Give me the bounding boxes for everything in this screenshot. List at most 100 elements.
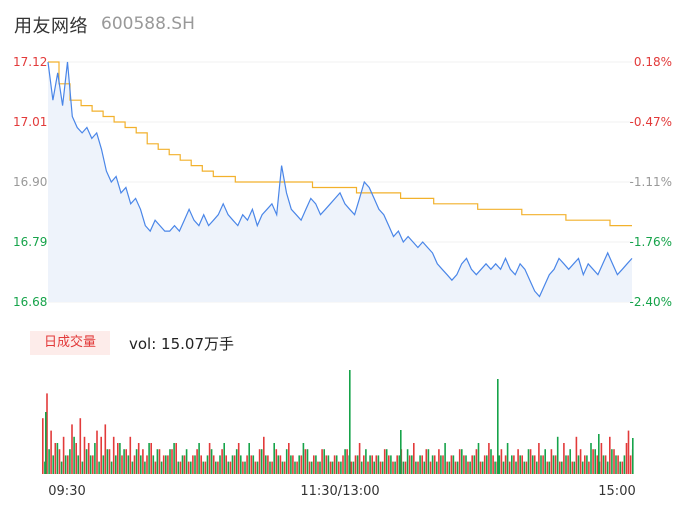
x-tick-label: 09:30 (48, 484, 85, 499)
volume-bar (356, 455, 359, 474)
volume-bar (79, 418, 82, 474)
volume-bar (100, 436, 102, 474)
volume-bar (210, 449, 213, 474)
volume-bar (454, 461, 457, 474)
volume-bar (444, 443, 446, 474)
volume-bar (565, 455, 567, 474)
volume-bar (69, 449, 71, 474)
volume-bar (248, 443, 250, 474)
volume-bar (427, 449, 430, 474)
volume-bar (54, 443, 57, 474)
volume-bar (271, 461, 273, 474)
y-axis-percent-ticks: 0.18% -0.47% -1.11% -1.76% -2.40% (630, 55, 672, 309)
volume-bar (77, 455, 79, 474)
volume-tag[interactable]: 日成交量 (30, 331, 110, 355)
stock-code: 600588.SH (101, 14, 195, 34)
volume-bar (413, 443, 415, 474)
volume-bar (623, 455, 626, 474)
volume-bar (600, 443, 603, 474)
volume-bar (92, 455, 94, 474)
volume-bar (313, 455, 315, 474)
volume-bar (194, 455, 196, 474)
volume-bar (577, 455, 580, 474)
volume-bar (394, 461, 396, 474)
volume-bar (469, 461, 471, 474)
y-percent-label: -0.47% (630, 115, 672, 129)
volume-bar (177, 461, 180, 474)
volume-bar (540, 455, 542, 474)
volume-bar (561, 461, 563, 474)
volume-bar (140, 455, 142, 474)
volume-bar (465, 455, 467, 474)
volume-bar (338, 461, 340, 474)
volume-bar (619, 461, 621, 474)
volume-bar (83, 436, 86, 474)
volume-bar (179, 461, 182, 474)
volume-bar (108, 449, 111, 474)
volume-bar (152, 455, 155, 474)
volume-bar (96, 430, 98, 474)
volume-bar (219, 455, 221, 474)
volume-bar (567, 455, 569, 474)
volume-bar (121, 455, 123, 474)
volume-bar (452, 455, 455, 474)
volume-bar (529, 449, 532, 474)
volume-bar (596, 455, 599, 474)
volume-bar (300, 455, 303, 474)
volume-bar (331, 461, 334, 474)
price-line (47, 61, 633, 298)
volume-bar (467, 461, 469, 474)
volume-bar (479, 461, 482, 474)
x-axis-time-ticks: 09:30 11:30/13:00 15:00 (48, 484, 635, 499)
volume-bar (463, 455, 465, 474)
volume-bar (344, 449, 346, 474)
volume-bar (381, 461, 384, 474)
volume-bar (349, 370, 351, 474)
volume-bar (142, 449, 144, 474)
volume-bar (208, 443, 211, 474)
volume-summary: vol: 15.07万手 (129, 335, 234, 353)
volume-bar (354, 455, 357, 474)
price-area (48, 62, 632, 302)
volume-bar (342, 455, 344, 474)
volume-bar (50, 430, 52, 474)
volume-bar (546, 461, 549, 474)
volume-bar (388, 455, 390, 474)
volume-bar (350, 461, 353, 474)
volume-bar (367, 461, 369, 474)
y-tick-label: 16.68 (13, 295, 47, 309)
volume-bar (573, 461, 576, 474)
volume-bar (269, 461, 271, 474)
volume-bar (250, 455, 253, 474)
x-tick-label: 11:30/13:00 (300, 484, 379, 499)
volume-bar (506, 443, 509, 474)
y-tick-label: 17.12 (13, 55, 47, 69)
volume-bar (594, 449, 596, 474)
average-price-line (48, 61, 632, 227)
volume-bar (175, 443, 177, 474)
volume-bar (231, 455, 234, 474)
volume-bar (200, 455, 202, 474)
volume-bar (64, 455, 67, 474)
volume-bar (385, 449, 388, 474)
volume-bar (533, 455, 536, 474)
volume-bar (296, 461, 298, 474)
volume-bar (598, 434, 600, 474)
volume-bar (256, 461, 259, 474)
volume-bar (48, 449, 50, 474)
volume-bar (229, 461, 232, 474)
volume-bar (252, 455, 255, 474)
volume-bar (237, 443, 240, 474)
volume-bar (390, 455, 392, 474)
volume-bar (242, 461, 244, 474)
volume-bar (265, 455, 267, 474)
volume-bar (504, 455, 507, 474)
volume-bar (89, 455, 92, 474)
volume-bar (360, 461, 363, 474)
volume-bar (448, 461, 451, 474)
volume-bar (321, 449, 323, 474)
volume-bar (135, 449, 138, 474)
volume-bar (45, 412, 47, 474)
volume-bar (609, 436, 611, 474)
